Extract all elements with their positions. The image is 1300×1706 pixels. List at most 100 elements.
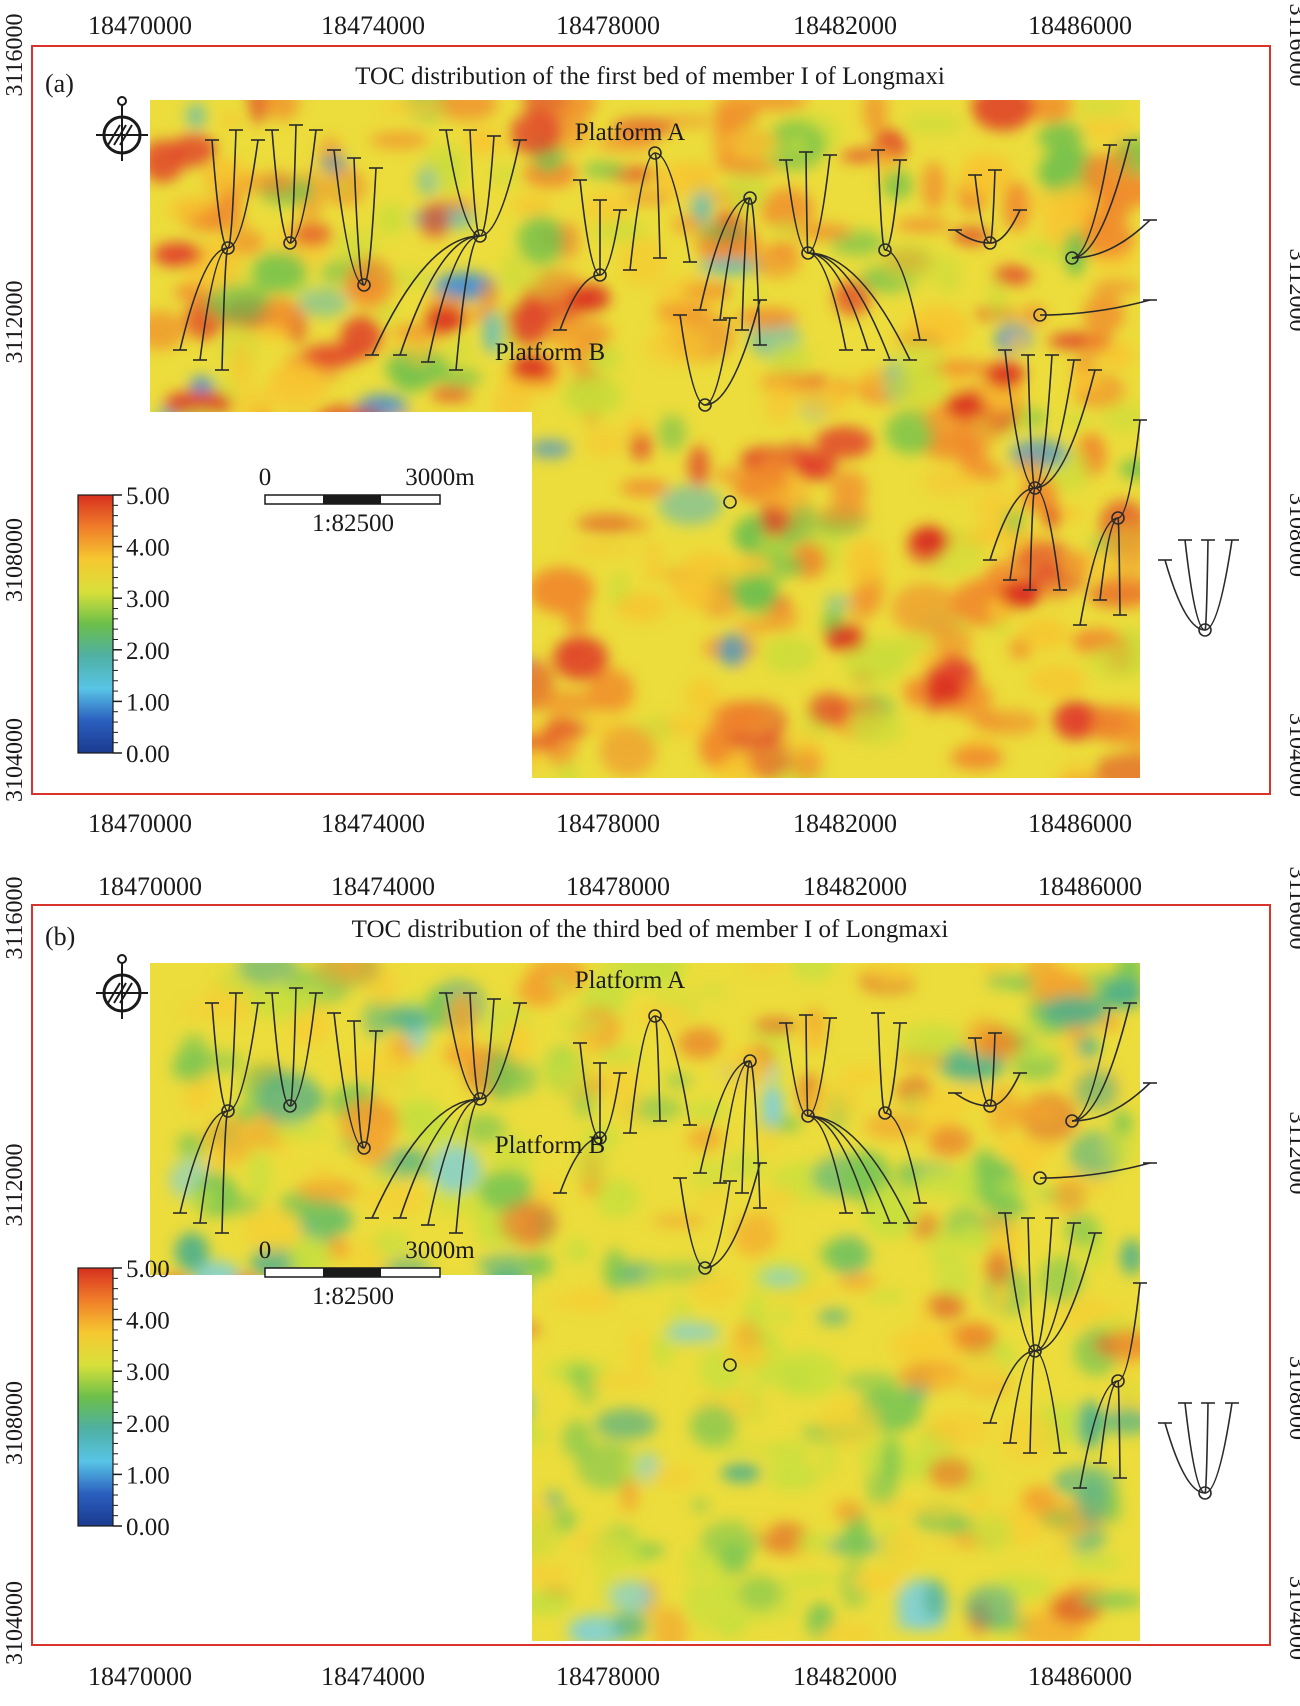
well-pad (623, 1009, 697, 1134)
colorbar-tick-label: 0.00 (126, 1514, 170, 1541)
map-frame (31, 904, 1271, 1646)
well-pad (983, 1212, 1102, 1454)
y-tick-right: 3108000 (1284, 493, 1300, 577)
colorbar-tick-label: 5.00 (126, 483, 170, 510)
x-tick-top: 18486000 (1028, 11, 1132, 40)
colorbar-tick-label: 4.00 (126, 1308, 170, 1335)
well-pad (1073, 1282, 1147, 1489)
y-tick-left: 3104000 (2, 718, 28, 802)
colorbar-tick-label: 3.00 (126, 586, 170, 613)
scale-ratio: 1:82500 (312, 510, 394, 537)
well-pad (948, 169, 1027, 250)
well-pad (693, 191, 767, 346)
compass-north-icon (96, 954, 148, 1019)
y-tick-right: 3112000 (1284, 248, 1300, 331)
well-pad (1033, 1162, 1157, 1185)
toc-colorbar: 5.00 4.00 3.00 2.00 1.00 0.00 (77, 483, 170, 768)
x-tick-bottom: 18482000 (793, 809, 897, 838)
well-pad (1033, 299, 1157, 322)
scale-ratio: 1:82500 (312, 1283, 394, 1310)
x-tick-top: 18478000 (566, 872, 670, 901)
x-tick-bottom: 18474000 (321, 809, 425, 838)
well-trajectories (173, 124, 1239, 637)
x-tick-bottom: 18486000 (1028, 809, 1132, 838)
y-tick-left: 3108000 (2, 1381, 28, 1465)
well-pad (723, 1358, 737, 1372)
y-tick-left: 3116000 (2, 876, 28, 959)
panel-label: (a) (45, 69, 74, 98)
well-pad (673, 299, 767, 412)
x-tick-top: 18482000 (803, 872, 907, 901)
y-tick-left: 3116000 (2, 13, 28, 96)
x-tick-bottom: 18470000 (88, 809, 192, 838)
well-pad (365, 992, 527, 1234)
colorbar-tick-label: 2.00 (126, 638, 170, 665)
panel-b: 18470000 18474000 18478000 18482000 18486000… (0, 853, 1300, 1706)
y-tick-right: 3104000 (1284, 1576, 1300, 1660)
x-tick-bottom: 18470000 (88, 1662, 192, 1691)
toc-map-svg: 18470000 18474000 18478000 18482000 18486000… (2, 866, 1300, 1691)
well-pad (553, 179, 627, 331)
scale-length: 3000m (405, 464, 475, 491)
x-tick-bottom: 18486000 (1028, 1662, 1132, 1691)
y-tick-left: 3112000 (2, 1143, 28, 1226)
scale-bar: 0 3000m 1:82500 (259, 464, 476, 537)
toc-colorbar: 5.00 4.00 3.00 2.00 1.00 0.00 (77, 1256, 170, 1541)
y-tick-right: 3116000 (1284, 3, 1300, 86)
well-pad (265, 987, 323, 1113)
well-pad (173, 992, 265, 1234)
y-tick-right: 3116000 (1284, 866, 1300, 949)
x-tick-bottom: 18474000 (321, 1662, 425, 1691)
well-pad (693, 1054, 767, 1209)
panel-a: 18470000 18474000 18478000 18482000 18486000… (2, 3, 1300, 838)
y-tick-left: 3104000 (2, 1581, 28, 1665)
map-title: TOC distribution of the first bed of mem… (355, 63, 945, 90)
x-tick-top: 18470000 (98, 872, 202, 901)
well-pad (173, 129, 265, 371)
compass-north-icon (96, 96, 148, 161)
well-pad (948, 1032, 1027, 1113)
x-tick-top: 18474000 (321, 11, 425, 40)
x-tick-top: 18470000 (88, 11, 192, 40)
well-pad (327, 149, 383, 292)
well-pad (265, 124, 323, 250)
colorbar-tick-label: 2.00 (126, 1411, 170, 1438)
well-pad (365, 129, 527, 371)
well-pad (983, 349, 1102, 591)
well-pad (1065, 139, 1157, 265)
map-frame (31, 45, 1271, 795)
well-pad (327, 1012, 383, 1155)
x-tick-bottom: 18478000 (556, 1662, 660, 1691)
well-pad (871, 1012, 927, 1204)
y-tick-left: 3108000 (2, 518, 28, 602)
x-tick-bottom: 18478000 (556, 809, 660, 838)
x-tick-top: 18482000 (793, 11, 897, 40)
toc-map-svg: 18470000 18474000 18478000 18482000 18486000… (2, 3, 1300, 838)
colorbar-tick-label: 5.00 (126, 1256, 170, 1283)
colorbar-tick-label: 3.00 (126, 1359, 170, 1386)
well-pad (553, 1042, 627, 1194)
colorbar-tick-label: 4.00 (126, 535, 170, 562)
scale-zero: 0 (259, 1237, 272, 1264)
platform-b-label: Platform B (495, 1132, 605, 1159)
platform-b-label: Platform B (495, 339, 605, 366)
well-pad (723, 495, 737, 509)
scale-length: 3000m (405, 1237, 475, 1264)
scale-zero: 0 (259, 464, 272, 491)
y-tick-left: 3112000 (2, 280, 28, 363)
well-pad (871, 149, 927, 341)
colorbar-tick-label: 1.00 (126, 689, 170, 716)
panel-label: (b) (45, 922, 75, 951)
x-tick-bottom: 18482000 (793, 1662, 897, 1691)
well-pad (779, 1014, 917, 1224)
well-pad (1158, 1402, 1239, 1500)
well-pad (779, 151, 917, 361)
colorbar-tick-label: 1.00 (126, 1462, 170, 1489)
y-tick-right: 3112000 (1284, 1111, 1300, 1194)
platform-a-label: Platform A (575, 967, 685, 994)
x-tick-top: 18478000 (556, 11, 660, 40)
x-tick-top: 18486000 (1038, 872, 1142, 901)
toc-heatmap (150, 963, 1140, 1641)
map-title: TOC distribution of the third bed of mem… (352, 916, 949, 943)
x-tick-top: 18474000 (331, 872, 435, 901)
